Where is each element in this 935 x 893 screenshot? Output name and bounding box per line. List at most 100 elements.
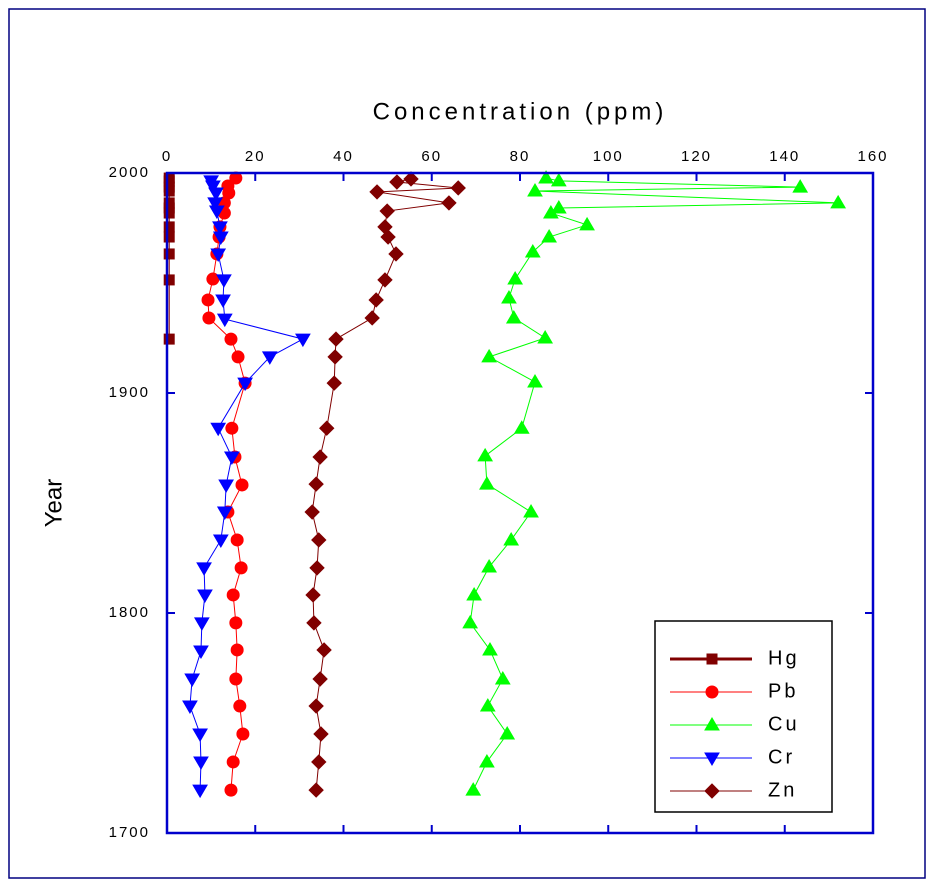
marker [364, 310, 380, 326]
x-tick-label: 20 [245, 148, 266, 165]
marker [237, 377, 253, 392]
marker [163, 274, 175, 286]
x-tick-label: 160 [857, 148, 888, 165]
marker [309, 560, 325, 576]
marker [308, 476, 324, 492]
marker [462, 614, 479, 629]
marker [523, 504, 539, 518]
x-tick-label: 100 [593, 148, 624, 165]
marker [201, 293, 215, 307]
marker [308, 782, 324, 798]
marker [505, 309, 522, 324]
marker [233, 699, 247, 713]
marker [479, 753, 495, 768]
legend-marker [706, 653, 718, 665]
marker [403, 171, 419, 187]
marker [465, 782, 482, 796]
marker [450, 180, 466, 196]
x-tick-label: 40 [333, 148, 354, 165]
marker [184, 673, 201, 687]
marker [312, 671, 328, 687]
x-axis-label: Concentration (ppm) [373, 98, 668, 125]
marker [494, 671, 511, 685]
marker [215, 294, 231, 308]
marker [312, 449, 328, 465]
marker [513, 420, 530, 434]
marker [311, 532, 327, 548]
plot-border [165, 171, 875, 835]
marker [208, 205, 225, 220]
x-tick-label: 80 [510, 148, 531, 165]
series-line [207, 177, 246, 791]
marker [319, 420, 335, 436]
marker [388, 246, 404, 262]
marker [224, 332, 238, 346]
marker [503, 531, 520, 546]
marker [163, 221, 175, 233]
marker [236, 727, 250, 741]
marker [527, 183, 543, 197]
marker [210, 422, 227, 437]
marker [380, 229, 396, 245]
marker [261, 351, 278, 365]
marker [311, 754, 327, 770]
marker [208, 187, 224, 202]
legend-label: Zn [768, 779, 797, 801]
marker [327, 349, 343, 365]
marker [328, 331, 344, 347]
marker [163, 248, 175, 260]
marker [234, 561, 248, 575]
series-line [189, 180, 305, 791]
marker [231, 350, 245, 364]
marker [507, 271, 524, 285]
marker [230, 643, 244, 657]
marker [193, 756, 209, 770]
marker [196, 562, 212, 576]
marker [163, 207, 175, 219]
marker [389, 174, 405, 190]
x-tick-label: 120 [681, 148, 712, 165]
marker [229, 616, 243, 630]
marker [481, 559, 497, 573]
marker [524, 243, 541, 258]
marker [207, 197, 223, 211]
marker [212, 534, 229, 548]
marker [163, 231, 175, 243]
marker [479, 698, 496, 712]
legend: Hg Pb Cu Cr Zn [670, 647, 800, 801]
y-tick-label: 2000 [109, 164, 150, 181]
marker [226, 755, 240, 769]
marker [379, 203, 395, 219]
marker [579, 216, 595, 231]
legend-label: Cu [768, 713, 800, 735]
marker [192, 784, 208, 799]
marker [230, 533, 244, 547]
marker [541, 229, 557, 243]
marker [212, 221, 228, 235]
marker [304, 504, 320, 520]
marker [193, 645, 209, 660]
marker [550, 199, 567, 214]
marker [295, 333, 311, 348]
marker [326, 375, 342, 391]
marker [501, 289, 517, 304]
legend-marker [704, 717, 720, 731]
y-tick-label: 1900 [109, 384, 150, 401]
marker [538, 170, 554, 184]
marker [308, 698, 324, 714]
y-tick-label: 1800 [109, 604, 150, 621]
x-tick-label: 140 [769, 148, 800, 165]
legend-marker [704, 783, 720, 799]
x-tick-label: 0 [162, 148, 172, 165]
marker [377, 272, 393, 288]
marker [792, 179, 809, 193]
marker [210, 248, 227, 262]
marker [313, 726, 329, 742]
marker [225, 421, 239, 435]
marker [193, 617, 210, 631]
marker [481, 348, 497, 363]
y-tick-label: 1700 [109, 824, 150, 841]
marker [216, 506, 233, 521]
marker [477, 447, 494, 462]
